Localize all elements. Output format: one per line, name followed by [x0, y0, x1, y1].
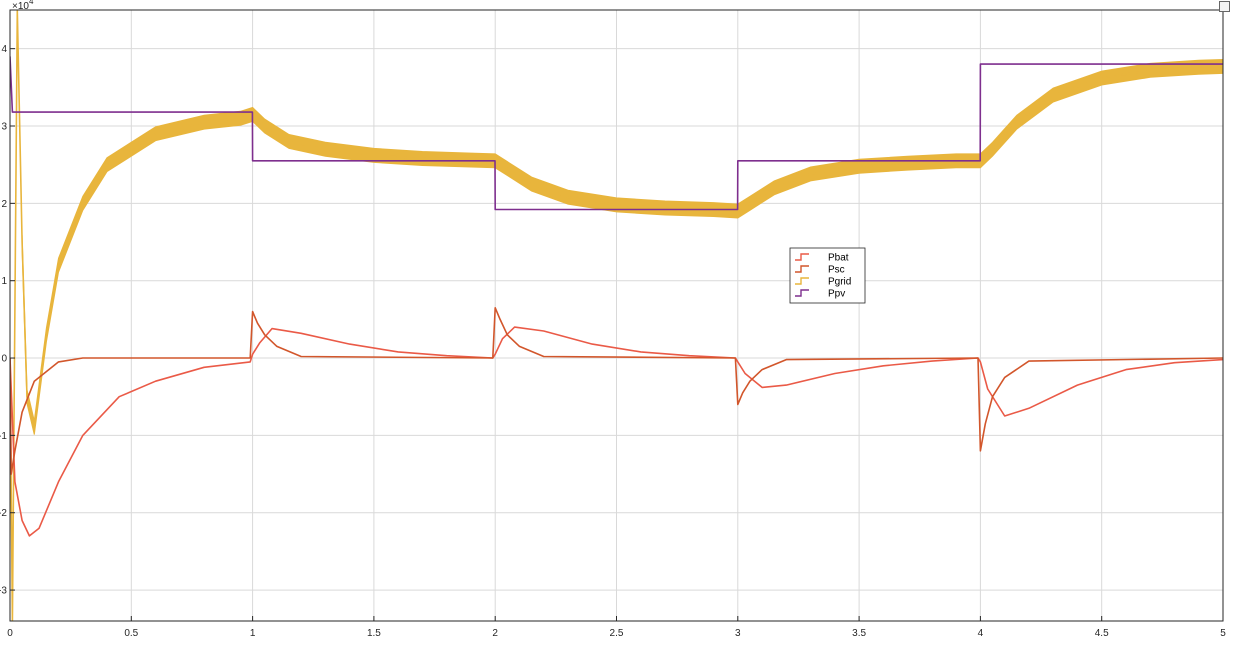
x-tick-label: 4.5 — [1095, 628, 1109, 639]
x-tick-label: 2.5 — [610, 628, 624, 639]
y-tick-label: 0 — [1, 354, 7, 365]
series-band-pgrid — [21, 58, 1223, 435]
legend-label-pbat: Pbat — [828, 253, 849, 264]
x-tick-label: 1.5 — [367, 628, 381, 639]
y-tick-label: 2 — [1, 199, 7, 210]
y-exponent-power: 4 — [29, 0, 34, 6]
series-layer — [10, 10, 1223, 621]
x-tick-label: 5 — [1220, 628, 1226, 639]
y-tick-label: -1 — [0, 431, 7, 442]
x-axis: 0 0.5 1 1.5 2 2.5 3 3.5 4 4.5 5 — [7, 616, 1226, 639]
x-tick-label: 2 — [492, 628, 498, 639]
series-line-pbat — [10, 326, 1223, 537]
series-line-pgrid — [10, 10, 1223, 621]
expand-corner-icon[interactable] — [1219, 1, 1230, 12]
legend-swatch-pbat — [795, 253, 809, 261]
x-tick-label: 0.5 — [124, 628, 138, 639]
y-tick-label: 3 — [1, 122, 7, 133]
y-tick-label: 4 — [1, 44, 7, 55]
x-tick-label: 3.5 — [852, 628, 866, 639]
series-line-ppv — [10, 56, 1223, 211]
x-tick-label: 1 — [250, 628, 256, 639]
legend-label-psc: Psc — [828, 265, 845, 276]
legend-label-pgrid: Pgrid — [828, 277, 851, 288]
y-exponent-label: ×104 — [12, 0, 34, 12]
y-axis: -3 -2 -1 0 1 2 3 4 — [0, 44, 15, 597]
series-line-psc — [10, 307, 1223, 475]
legend-swatch-pgrid — [795, 277, 809, 285]
y-tick-label: -2 — [0, 508, 7, 519]
legend-swatch-psc — [795, 265, 809, 273]
x-tick-label: 3 — [735, 628, 741, 639]
legend-box — [789, 247, 866, 304]
y-tick-label: 1 — [1, 276, 7, 287]
y-tick-label: -3 — [0, 586, 7, 597]
legend-label-ppv: Ppv — [828, 289, 845, 300]
x-tick-label: 0 — [7, 628, 13, 639]
x-tick-label: 4 — [978, 628, 984, 639]
legend-swatch-ppv — [795, 289, 809, 297]
